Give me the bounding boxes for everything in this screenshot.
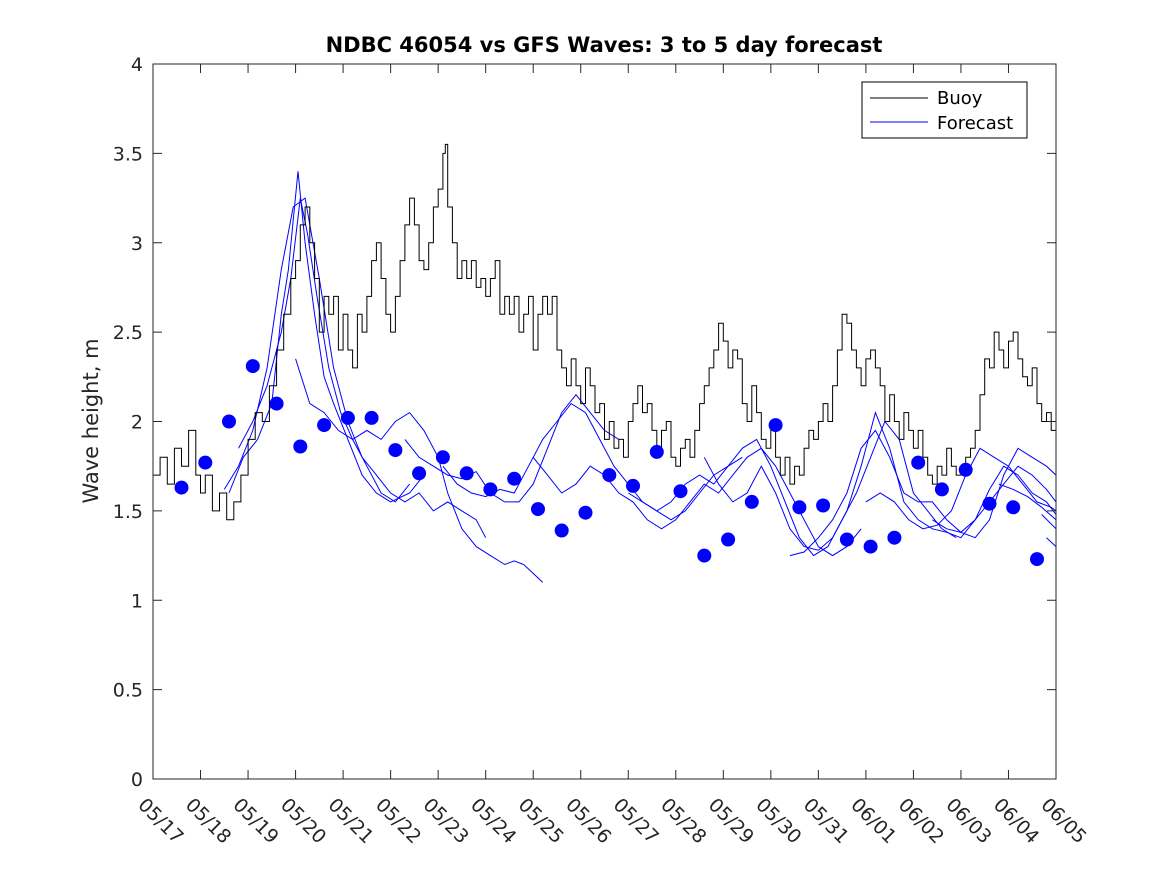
forecast-marker-1 <box>198 455 213 470</box>
forecast-line-0 <box>228 171 425 503</box>
forecast-marker-32 <box>934 482 949 497</box>
forecast-marker-25 <box>768 418 783 433</box>
forecast-marker-18 <box>602 468 617 483</box>
forecast-marker-6 <box>317 418 332 433</box>
forecast-line-12 <box>989 465 1057 503</box>
buoy-line <box>153 143 1057 521</box>
y-tick-label-6: 3 <box>131 233 143 255</box>
forecast-line-13 <box>998 483 1057 521</box>
forecast-marker-5 <box>293 439 308 454</box>
y-axis-label: Wave height, m <box>79 338 103 503</box>
forecast-marker-19 <box>626 478 640 493</box>
y-tick-label-4: 2 <box>131 412 143 434</box>
forecast-marker-12 <box>459 466 474 481</box>
legend-label-forecast: Forecast <box>937 113 1013 134</box>
forecast-marker-26 <box>792 500 807 515</box>
forecast-line-15 <box>1046 537 1057 547</box>
forecast-marker-33 <box>958 462 973 477</box>
forecast-line-11 <box>932 465 1057 533</box>
forecast-line-1 <box>238 198 410 503</box>
forecast-marker-11 <box>435 450 450 465</box>
y-tick-label-1: 0.5 <box>113 680 143 702</box>
forecast-marker-30 <box>887 530 902 545</box>
legend: Buoy Forecast <box>861 81 1028 139</box>
forecast-marker-29 <box>863 539 878 554</box>
y-tick-label-7: 3.5 <box>113 143 143 165</box>
forecast-marker-22 <box>697 548 712 563</box>
forecast-marker-24 <box>744 494 759 509</box>
forecast-marker-8 <box>364 410 379 425</box>
forecast-marker-20 <box>649 444 664 459</box>
y-tick-label-2: 1 <box>131 590 143 612</box>
forecast-marker-36 <box>1030 552 1044 567</box>
plot-area <box>153 143 1057 583</box>
forecast-marker-31 <box>911 455 926 470</box>
forecast-marker-28 <box>839 532 854 547</box>
y-tick-label-0: 0 <box>131 769 143 791</box>
forecast-marker-9 <box>388 443 403 458</box>
forecast-marker-4 <box>269 396 284 411</box>
forecast-marker-10 <box>412 466 427 481</box>
forecast-marker-7 <box>340 410 355 425</box>
forecast-line-8 <box>703 411 990 551</box>
forecast-line-2 <box>223 197 487 538</box>
forecast-marker-14 <box>507 471 522 486</box>
forecast-marker-15 <box>531 502 545 517</box>
forecast-line-9 <box>789 429 1057 557</box>
forecast-line-6 <box>532 447 862 557</box>
forecast-line-14 <box>1041 514 1057 530</box>
forecast-marker-23 <box>721 532 736 547</box>
forecast-marker-34 <box>982 496 997 511</box>
legend-label-buoy: Buoy <box>937 88 983 109</box>
y-tick-label-8: 4 <box>131 54 143 76</box>
forecast-line-3 <box>295 358 544 583</box>
forecast-marker-16 <box>554 523 569 538</box>
forecast-marker-27 <box>816 498 831 513</box>
forecast-marker-3 <box>245 359 260 374</box>
forecast-marker-17 <box>578 505 593 520</box>
forecast-marker-21 <box>673 484 688 499</box>
forecast-marker-2 <box>222 414 236 429</box>
y-tick-label-3: 1.5 <box>113 501 143 523</box>
y-tick-label-5: 2.5 <box>113 322 143 344</box>
legend-box <box>861 81 1028 139</box>
forecast-marker-0 <box>174 480 189 495</box>
chart-title: NDBC 46054 vs GFS Waves: 3 to 5 day fore… <box>326 33 883 57</box>
forecast-marker-13 <box>483 482 498 497</box>
forecast-marker-35 <box>1006 500 1021 515</box>
